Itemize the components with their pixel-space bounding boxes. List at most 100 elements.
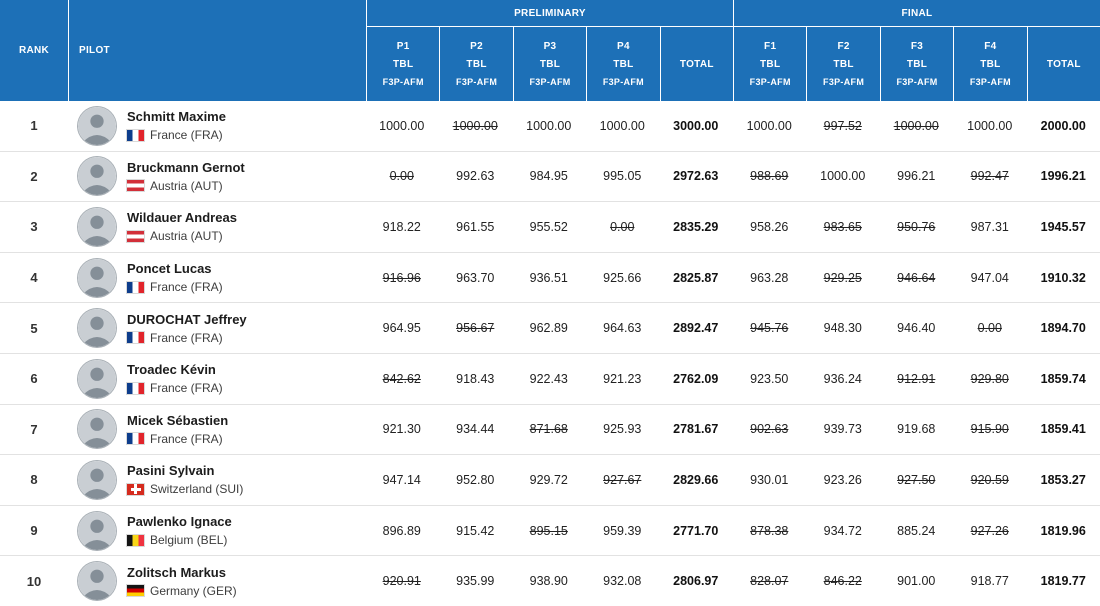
score-cell: 947.04 [970, 270, 1009, 285]
score-cell: 964.63 [603, 321, 642, 336]
score-cell: 927.26 [970, 523, 1009, 538]
country-flag-icon [127, 382, 144, 394]
pilot-avatar [78, 157, 116, 196]
person-icon [78, 359, 116, 398]
score-cell: 936.51 [529, 270, 568, 285]
pilot-country-line: France (FRA) [127, 331, 247, 345]
pilot-country-line: Belgium (BEL) [127, 533, 232, 547]
pilot-cell[interactable]: Pasini Sylvain Switzerland (SUI) [68, 460, 365, 499]
rank-value: 5 [30, 320, 38, 336]
score-cell: 842.62 [382, 371, 421, 386]
rank-value: 10 [26, 573, 42, 589]
pilot-info: Pasini Sylvain Switzerland (SUI) [127, 463, 243, 496]
pilot-cell[interactable]: Pawlenko Ignace Belgium (BEL) [68, 511, 365, 550]
table-row: 1 Schmitt Maxime France (FRA) 1000.00 100… [0, 101, 1100, 152]
score-cell: 1000.00 [967, 118, 1013, 133]
score-cell: 945.76 [750, 321, 789, 336]
column-header-final-total[interactable]: TOTAL [1027, 27, 1100, 101]
total-score-cell: 1859.74 [1040, 371, 1086, 386]
score-cell: 915.42 [456, 523, 495, 538]
pilot-cell[interactable]: Poncet Lucas France (FRA) [68, 258, 365, 297]
total-score-cell: 1853.27 [1040, 472, 1086, 487]
pilot-avatar [78, 511, 116, 550]
column-header-f1[interactable]: F1 TBL F3P-AFM [734, 27, 807, 101]
column-header-prelim-total[interactable]: TOTAL [660, 27, 733, 101]
person-icon [78, 258, 116, 297]
score-cell: 923.26 [823, 472, 862, 487]
rank-value: 2 [30, 168, 38, 184]
pilot-avatar [78, 562, 116, 601]
pilot-country-line: France (FRA) [127, 280, 223, 294]
score-cell: 950.76 [897, 219, 936, 234]
table-row: 9 Pawlenko Ignace Belgium (BEL) 896.89 91… [0, 505, 1100, 557]
score-cell: 963.28 [750, 270, 789, 285]
total-score-cell: 1996.21 [1040, 169, 1086, 184]
pilot-name: Pawlenko Ignace [127, 514, 232, 530]
column-header-f2[interactable]: F2 TBL F3P-AFM [807, 27, 880, 101]
pilot-cell[interactable]: Zolitsch Markus Germany (GER) [68, 562, 365, 601]
score-cell: 1000.00 [526, 118, 572, 133]
score-cell: 929.25 [823, 270, 862, 285]
score-cell: 936.24 [823, 371, 862, 386]
pilot-country-line: Austria (AUT) [127, 179, 245, 193]
column-header-p3[interactable]: P3 TBL F3P-AFM [513, 27, 587, 101]
pilot-cell[interactable]: Micek Sébastien France (FRA) [68, 410, 365, 449]
person-icon [78, 410, 116, 449]
person-icon [78, 106, 116, 145]
country-flag-icon [127, 483, 144, 495]
column-header-f4[interactable]: F4 TBL F3P-AFM [954, 27, 1027, 101]
column-header-p4[interactable]: P4 TBL F3P-AFM [587, 27, 660, 101]
score-cell: 918.77 [970, 574, 1009, 589]
score-cell: 1000.00 [599, 118, 645, 133]
pilot-country: Switzerland (SUI) [150, 482, 244, 497]
person-icon [78, 460, 116, 499]
pilot-country-line: France (FRA) [127, 381, 223, 395]
pilot-cell[interactable]: Troadec Kévin France (FRA) [68, 359, 365, 398]
person-icon [78, 511, 116, 550]
pilot-country: Germany (GER) [150, 583, 237, 598]
country-flag-icon [127, 332, 144, 344]
score-cell: 956.67 [456, 321, 495, 336]
country-flag-icon [127, 230, 144, 242]
score-cell: 988.69 [750, 169, 789, 184]
score-cell: 946.40 [897, 321, 936, 336]
table-row: 7 Micek Sébastien France (FRA) 921.30 934… [0, 404, 1100, 456]
score-cell: 934.72 [823, 523, 862, 538]
score-cell: 921.23 [603, 371, 642, 386]
pilot-cell[interactable]: Bruckmann Gernot Austria (AUT) [68, 157, 365, 196]
score-cell: 935.99 [456, 574, 495, 589]
pilot-name: Pasini Sylvain [127, 463, 215, 479]
pilot-cell[interactable]: Wildauer Andreas Austria (AUT) [68, 207, 365, 246]
pilot-info: Micek Sébastien France (FRA) [127, 413, 228, 446]
score-cell: 992.47 [970, 169, 1009, 184]
country-flag-icon [127, 585, 144, 597]
pilot-info: Pawlenko Ignace Belgium (BEL) [127, 514, 232, 547]
pilot-cell[interactable]: DUROCHAT Jeffrey France (FRA) [68, 309, 365, 348]
score-cell: 946.64 [897, 270, 936, 285]
person-icon [78, 309, 116, 348]
pilot-name: Bruckmann Gernot [127, 159, 245, 175]
pilot-country-line: France (FRA) [127, 432, 228, 446]
country-flag-icon [127, 433, 144, 445]
score-cell: 918.43 [456, 371, 495, 386]
score-cell: 964.95 [382, 321, 421, 336]
score-cell: 925.93 [603, 422, 642, 437]
rank-header: RANK [0, 0, 68, 101]
table-header: RANK PILOT PRELIMINARY FINAL P1 TBL F3P-… [0, 0, 1100, 101]
score-cell: 961.55 [456, 219, 495, 234]
column-header-p2[interactable]: P2 TBL F3P-AFM [440, 27, 513, 101]
pilot-avatar [78, 359, 116, 398]
pilot-name: DUROCHAT Jeffrey [127, 311, 247, 327]
pilot-avatar [78, 410, 116, 449]
pilot-cell[interactable]: Schmitt Maxime France (FRA) [68, 106, 365, 145]
total-score-cell: 2000.00 [1040, 118, 1086, 133]
column-header-f3[interactable]: F3 TBL F3P-AFM [880, 27, 954, 101]
total-score-cell: 2781.67 [673, 422, 719, 437]
pilot-country-line: Switzerland (SUI) [127, 482, 243, 496]
column-header-p1[interactable]: P1 TBL F3P-AFM [367, 27, 440, 101]
score-cell: 918.22 [382, 219, 421, 234]
pilot-name: Wildauer Andreas [127, 210, 237, 226]
score-cell: 958.26 [750, 219, 789, 234]
score-cell: 929.80 [970, 371, 1009, 386]
score-cell: 896.89 [382, 523, 421, 538]
